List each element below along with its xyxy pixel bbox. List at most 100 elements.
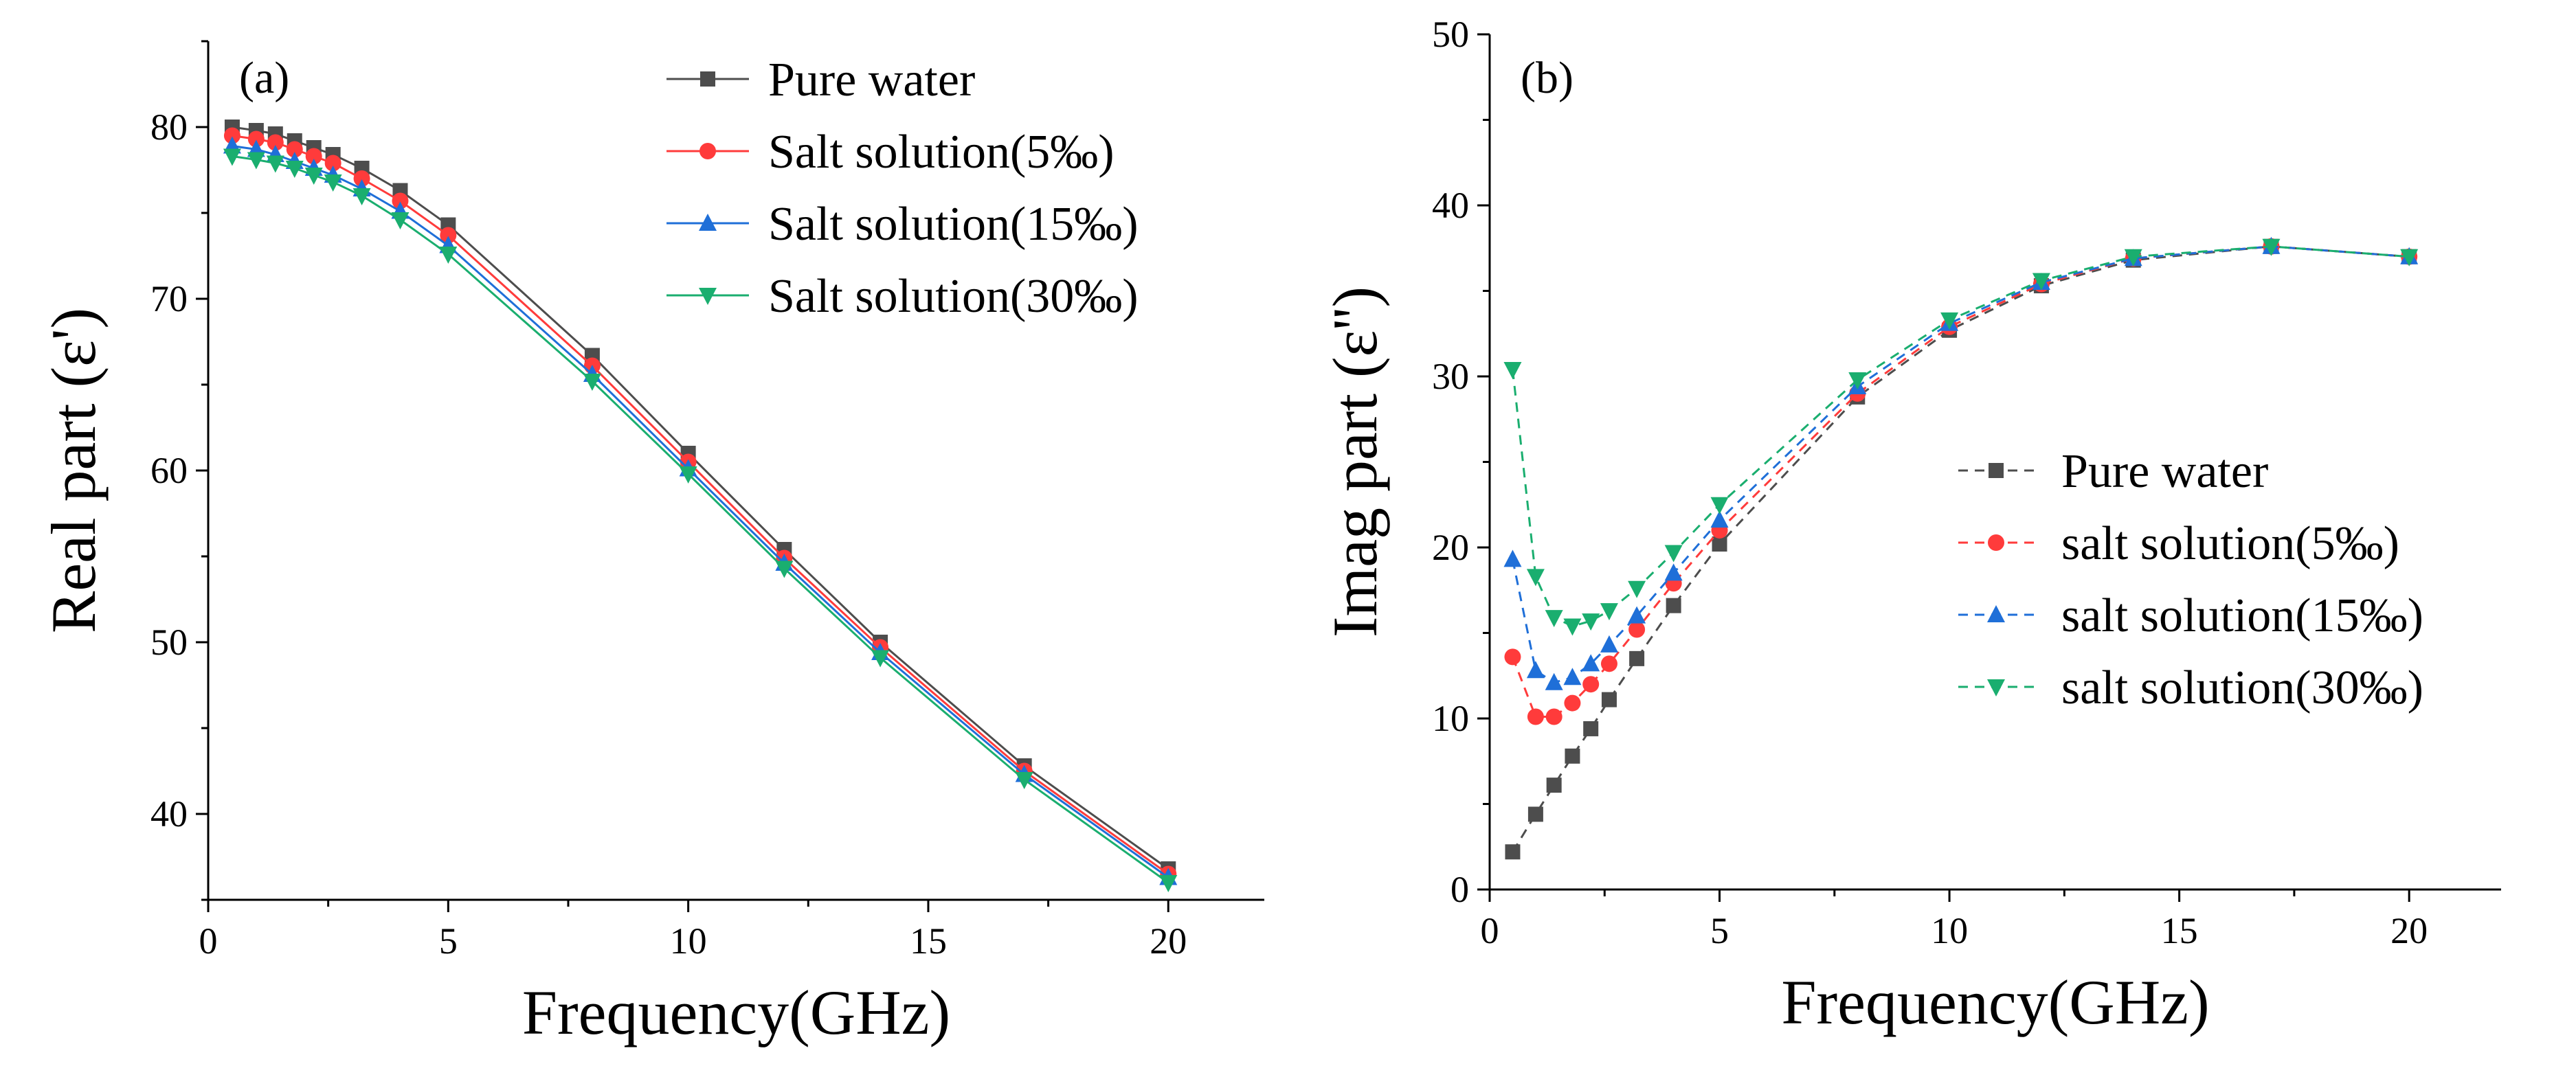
data-point <box>871 650 890 668</box>
legend-label: Salt solution(30‰) <box>768 270 1139 323</box>
data-point <box>1710 497 1729 514</box>
legend-label: Pure water <box>2061 445 2268 498</box>
legend-marker <box>699 143 716 159</box>
data-point <box>440 227 457 244</box>
x-axis-title: Frequency(GHz) <box>1781 967 2209 1037</box>
legend-marker <box>699 288 717 305</box>
data-point <box>304 168 323 185</box>
data-point <box>1503 549 1522 567</box>
series-0 <box>1505 238 2417 860</box>
y-tick-label: 20 <box>1432 527 1469 568</box>
data-point <box>285 161 304 178</box>
x-tick-label: 10 <box>670 920 707 962</box>
data-point <box>266 155 284 173</box>
data-point <box>2400 249 2419 267</box>
series-2 <box>1503 236 2419 690</box>
data-point <box>1545 610 1563 628</box>
x-tick-label: 5 <box>439 920 458 962</box>
series-line <box>1512 245 2410 718</box>
data-point <box>247 152 265 170</box>
data-point <box>1710 510 1729 528</box>
data-point <box>1664 563 1683 581</box>
panel-label: (b) <box>1521 53 1573 103</box>
data-point <box>2262 238 2281 256</box>
data-point <box>679 466 697 484</box>
legend-label: Salt solution(5‰) <box>768 126 1115 179</box>
legend-label: Salt solution(15‰) <box>768 198 1139 251</box>
data-point <box>1848 372 1867 389</box>
x-tick-label: 0 <box>1481 910 1499 951</box>
series-3 <box>223 148 1178 892</box>
data-point <box>2032 273 2050 291</box>
y-tick-label: 80 <box>150 106 188 148</box>
legend-marker <box>1987 605 2005 622</box>
data-point <box>223 127 240 144</box>
data-point <box>305 148 322 165</box>
data-point <box>392 192 409 209</box>
data-point <box>1015 772 1033 789</box>
chart-b: 0 5 10 15 20 0 10 20 30 40 50 Frequency(GHz) Imag pa… <box>1320 14 2501 1037</box>
data-point <box>1582 676 1600 693</box>
data-point <box>223 148 241 166</box>
x-tick-label: 10 <box>1931 910 1968 951</box>
data-point <box>286 141 303 158</box>
data-point <box>247 131 265 148</box>
data-point <box>439 247 458 264</box>
panel-label: (a) <box>239 53 289 103</box>
data-point <box>2124 249 2142 267</box>
y-tick-label: 40 <box>150 793 188 835</box>
data-point <box>1545 672 1563 690</box>
y-tick-label: 50 <box>150 622 188 663</box>
x-axis-title: Frequency(GHz) <box>522 977 950 1047</box>
y-tick-label: 30 <box>1432 356 1469 397</box>
data-point <box>1564 694 1581 712</box>
legend-marker <box>1988 534 2004 551</box>
series-line <box>1512 245 2410 853</box>
legend-marker <box>1989 463 2004 478</box>
legend-label: Pure water <box>768 54 975 106</box>
data-point <box>1563 618 1582 636</box>
data-point <box>1546 778 1562 793</box>
data-point <box>1583 721 1599 736</box>
y-axis-title: Imag part (ε'') <box>1320 286 1390 637</box>
data-point <box>1628 606 1646 624</box>
data-point <box>1601 692 1617 707</box>
data-point <box>1628 621 1646 638</box>
data-point <box>324 174 342 192</box>
data-point <box>391 212 410 229</box>
data-point <box>1600 655 1617 672</box>
legend-marker <box>700 71 715 87</box>
data-point <box>1664 545 1683 563</box>
data-point <box>1629 650 1645 666</box>
legend-label: salt solution(15‰) <box>2061 589 2423 642</box>
y-tick-label: 60 <box>150 450 188 491</box>
data-point <box>1563 668 1582 685</box>
data-point <box>353 170 370 187</box>
data-point <box>352 188 371 205</box>
y-tick-label: 40 <box>1432 185 1469 226</box>
data-point <box>775 560 794 578</box>
y-tick-label: 10 <box>1432 698 1469 739</box>
data-point <box>1159 875 1178 892</box>
data-point <box>1504 648 1521 666</box>
x-tick-label: 20 <box>2390 910 2428 951</box>
data-point <box>1505 844 1521 860</box>
data-point <box>1526 569 1545 587</box>
x-tick-label: 0 <box>199 920 218 962</box>
data-point <box>1582 613 1600 631</box>
data-point <box>1545 708 1563 725</box>
data-point <box>1526 661 1545 679</box>
data-point <box>583 374 601 391</box>
data-point <box>1527 708 1544 725</box>
x-tick-label: 15 <box>2161 910 2198 951</box>
data-point <box>1600 603 1618 621</box>
legend-label: salt solution(30‰) <box>2061 661 2423 714</box>
data-point <box>1503 362 1522 380</box>
data-point <box>1666 598 1681 613</box>
series-3 <box>1503 238 2419 636</box>
y-tick-label: 0 <box>1451 869 1469 910</box>
legend-label: salt solution(5‰) <box>2061 517 2399 570</box>
chart-a: 0 5 10 15 20 40 50 60 70 80 Frequency(GHz) Real par… <box>38 40 1264 1047</box>
legend: Pure water Salt solution(5‰) Salt solution… <box>667 54 1139 323</box>
